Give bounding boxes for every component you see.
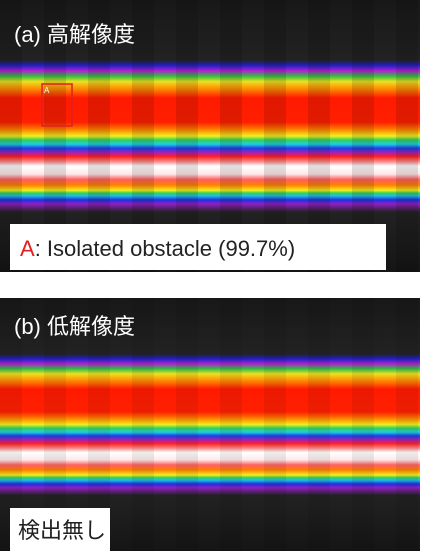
page: {"panel_a": {"title": "(a) 高解像度", "box_l… — [0, 0, 429, 551]
legend-key: A — [20, 236, 35, 261]
legend-desc: : Isolated obstacle (99.7%) — [35, 236, 295, 261]
legend-text: 検出無し — [18, 518, 106, 543]
box-label: A — [44, 86, 50, 95]
figure: (a) 高解像度 A A: Isolated obstacle (99.7%) … — [0, 0, 429, 551]
legend-text: A: Isolated obstacle (99.7%) — [20, 236, 295, 261]
panel-title: (b) 低解像度 — [14, 314, 135, 339]
panel-title: (a) 高解像度 — [14, 22, 135, 47]
